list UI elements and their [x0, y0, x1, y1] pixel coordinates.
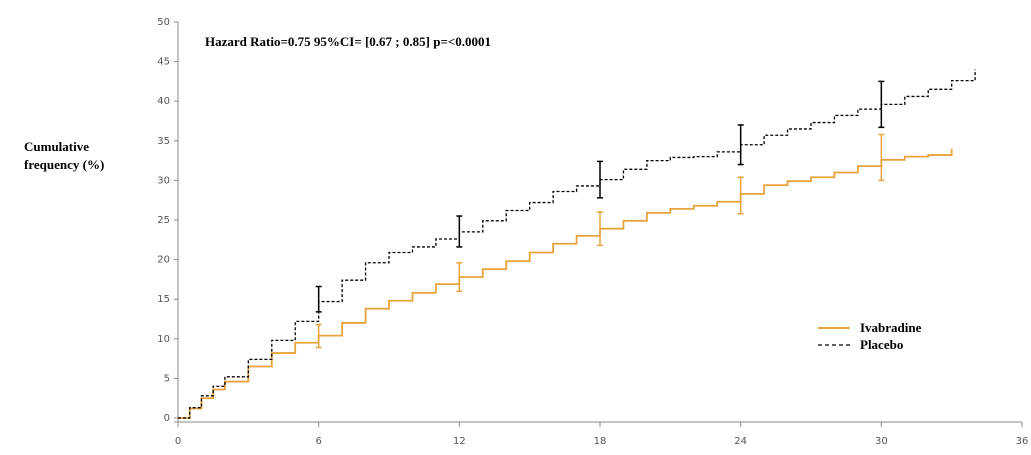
series-line-ivabradine	[178, 148, 953, 419]
x-tick-label: 18	[594, 436, 607, 447]
y-tick-label: 45	[157, 57, 170, 68]
y-tick-label: 25	[157, 215, 170, 226]
y-tick-label: 30	[157, 175, 170, 186]
y-tick-label: 20	[157, 255, 170, 266]
y-tick-label: 50	[157, 17, 170, 28]
x-tick-label: 36	[1016, 436, 1029, 447]
x-tick-label: 0	[175, 436, 181, 447]
y-tick-label: 35	[157, 136, 170, 147]
legend-label-ivabradine: Ivabradine	[860, 320, 922, 335]
y-axis-label: Cumulative frequency (%)	[24, 139, 105, 172]
y-tick-label: 40	[157, 96, 170, 107]
x-tick-label: 24	[734, 436, 747, 447]
y-tick-label: 10	[157, 334, 170, 345]
x-tick-label: 30	[875, 436, 888, 447]
y-tick-label: 0	[164, 413, 170, 424]
legend-label-placebo: Placebo	[860, 337, 903, 352]
y-tick-label: 15	[157, 294, 170, 305]
y-tick-label: 5	[164, 373, 170, 384]
series-line-placebo	[178, 69, 976, 419]
hazard-ratio-annotation: Hazard Ratio=0.75 95%CI= [0.67 ; 0.85] p…	[205, 34, 491, 49]
x-tick-label: 6	[315, 436, 321, 447]
x-tick-label: 12	[453, 436, 466, 447]
